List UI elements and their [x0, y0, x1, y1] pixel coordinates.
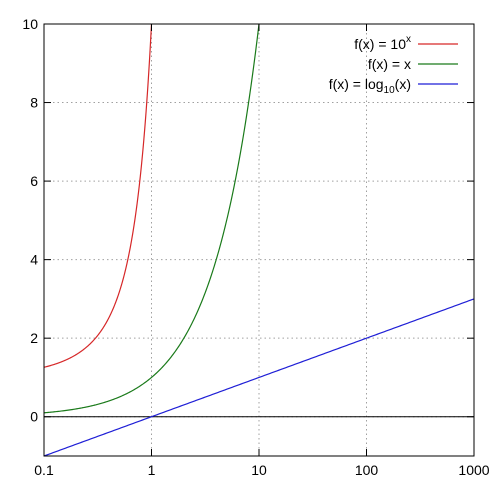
series-line-1 [43, 23, 153, 368]
tick-labels: 0.1 1 10 100 1000 0 2 4 6 8 10 [22, 16, 489, 478]
x-tick-label: 10 [251, 462, 267, 478]
legend-label-2: f(x) = x [368, 56, 411, 72]
y-tick-label: 10 [22, 16, 38, 32]
grid [44, 24, 474, 456]
series-line-2 [43, 23, 260, 414]
legend-label-1: f(x) = 10x [354, 34, 411, 52]
legend: f(x) = 10x f(x) = x f(x) = log10(x) [329, 34, 458, 96]
y-tick-label: 8 [30, 95, 38, 111]
series-line-3 [43, 298, 475, 457]
y-tick-label: 0 [30, 409, 38, 425]
y-tick-label: 2 [30, 330, 38, 346]
y-tick-label: 4 [30, 252, 38, 268]
x-tick-label: 1 [148, 462, 156, 478]
axis-ticks [43, 23, 475, 456]
x-tick-label: 0.1 [34, 462, 54, 478]
x-tick-label: 1000 [458, 462, 489, 478]
y-tick-label: 6 [30, 173, 38, 189]
legend-label-3: f(x) = log10(x) [329, 76, 411, 96]
series-lines [43, 23, 475, 457]
x-tick-label: 100 [355, 462, 379, 478]
